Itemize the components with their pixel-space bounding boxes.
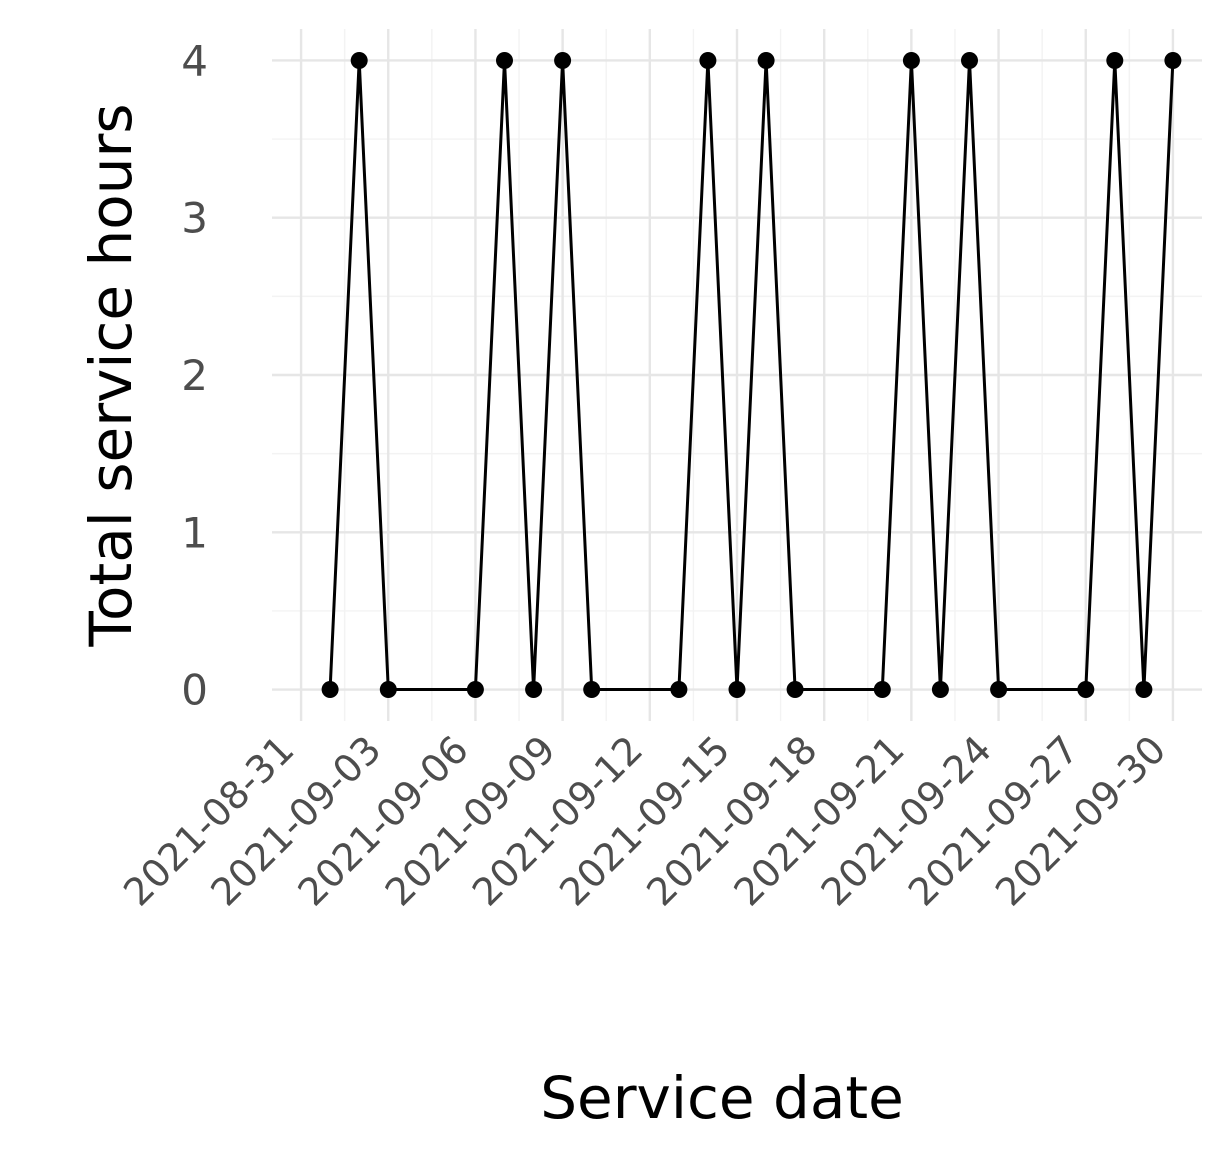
y-axis-title: Total service hours (77, 103, 145, 647)
data-point (1077, 681, 1095, 698)
y-tick-label: 3 (181, 194, 208, 243)
series-line (328, 59, 1175, 691)
data-point (583, 681, 601, 698)
y-tick-label: 2 (181, 351, 208, 400)
data-point (699, 52, 717, 69)
data-point (525, 681, 543, 698)
data-point (350, 52, 368, 69)
data-point (1106, 52, 1124, 69)
x-axis-ticks: 2021-08-312021-09-032021-09-062021-09-09… (115, 727, 1174, 914)
y-tick-label: 4 (181, 36, 208, 85)
data-point (1135, 681, 1153, 698)
data-point (786, 681, 804, 698)
data-point (931, 681, 949, 698)
data-point (990, 681, 1008, 698)
data-point (728, 681, 746, 698)
y-axis-ticks: 0 1 2 3 4 (181, 36, 208, 714)
data-point (670, 681, 688, 698)
data-point (466, 681, 484, 698)
data-point (902, 52, 920, 69)
data-point (554, 52, 572, 69)
x-axis-title: Service date (540, 1064, 904, 1132)
data-point (757, 52, 775, 69)
data-point (961, 52, 978, 69)
series-group (321, 52, 1182, 698)
data-point (1164, 52, 1182, 69)
data-point (321, 681, 339, 698)
data-point (379, 681, 397, 698)
data-point (496, 52, 513, 69)
y-tick-label: 1 (181, 508, 208, 557)
data-point (873, 681, 891, 698)
major-gridlines (272, 29, 1202, 721)
y-tick-label: 0 (181, 666, 208, 715)
